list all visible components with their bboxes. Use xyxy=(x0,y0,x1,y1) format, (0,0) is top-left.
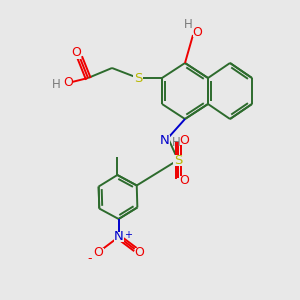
Text: O: O xyxy=(71,46,81,59)
Text: H: H xyxy=(172,136,180,148)
FancyBboxPatch shape xyxy=(71,50,80,58)
Text: -: - xyxy=(87,253,92,266)
Text: O: O xyxy=(94,247,103,260)
Text: O: O xyxy=(179,173,189,187)
FancyBboxPatch shape xyxy=(193,28,202,37)
Text: S: S xyxy=(174,154,182,166)
Text: O: O xyxy=(179,134,189,146)
FancyBboxPatch shape xyxy=(135,248,145,258)
FancyBboxPatch shape xyxy=(133,73,143,83)
Text: +: + xyxy=(124,230,132,240)
Text: H: H xyxy=(52,77,60,91)
FancyBboxPatch shape xyxy=(94,248,103,258)
FancyBboxPatch shape xyxy=(179,176,188,184)
Text: H: H xyxy=(184,19,192,32)
FancyBboxPatch shape xyxy=(64,77,73,86)
Text: O: O xyxy=(135,247,145,260)
Text: N: N xyxy=(114,230,124,244)
Text: S: S xyxy=(134,71,142,85)
FancyBboxPatch shape xyxy=(160,135,170,145)
Text: O: O xyxy=(192,26,202,38)
Text: N: N xyxy=(160,134,170,146)
Text: O: O xyxy=(63,76,73,88)
FancyBboxPatch shape xyxy=(172,154,184,166)
FancyBboxPatch shape xyxy=(179,136,188,145)
FancyBboxPatch shape xyxy=(114,232,124,242)
